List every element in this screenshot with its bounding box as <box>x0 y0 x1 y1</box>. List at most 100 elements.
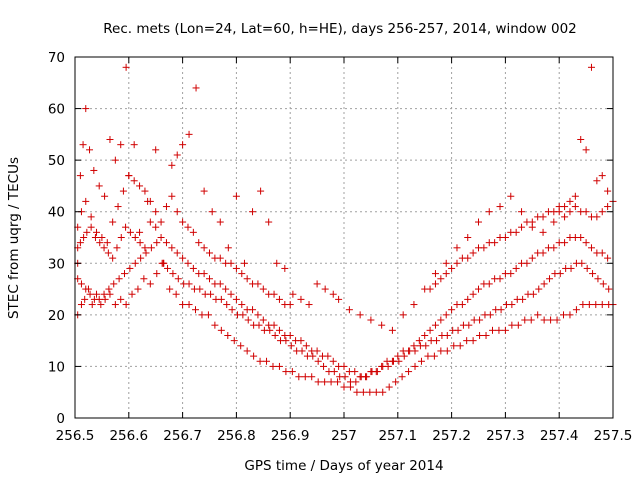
data-point <box>469 249 477 257</box>
y-tick-label: 50 <box>48 153 65 169</box>
data-point <box>206 275 213 283</box>
data-point <box>98 234 106 241</box>
data-point <box>593 177 601 185</box>
data-point <box>508 301 516 309</box>
data-point <box>546 275 554 283</box>
data-point <box>314 378 322 386</box>
data-point <box>126 228 134 236</box>
x-tick-label: 256.7 <box>163 428 202 444</box>
data-point <box>146 218 154 226</box>
data-point <box>321 378 329 386</box>
data-point <box>313 347 321 355</box>
data-point <box>508 321 516 329</box>
data-point <box>95 182 103 190</box>
data-point <box>189 264 197 272</box>
data-point <box>77 301 85 309</box>
data-point <box>185 130 193 138</box>
data-point <box>604 254 612 262</box>
data-point <box>340 362 348 370</box>
data-point <box>421 285 429 293</box>
data-point <box>486 311 494 319</box>
data-point <box>405 347 413 355</box>
data-point <box>238 301 246 309</box>
data-point <box>480 244 488 252</box>
data-point <box>152 146 160 154</box>
data-point <box>232 192 240 200</box>
data-point <box>482 331 490 339</box>
data-point <box>456 342 464 350</box>
data-point <box>216 254 224 262</box>
data-point <box>184 259 192 267</box>
data-point <box>90 166 98 174</box>
data-point <box>255 321 263 329</box>
data-points <box>74 63 617 396</box>
x-axis-label: GPS time / Days of year 2014 <box>244 458 443 474</box>
data-point <box>185 301 193 309</box>
data-point <box>281 264 289 272</box>
data-point <box>512 228 520 236</box>
data-point <box>128 290 136 298</box>
data-point <box>582 146 590 154</box>
data-point <box>488 326 496 334</box>
data-point <box>507 270 515 278</box>
data-point <box>320 362 328 370</box>
data-point <box>547 316 555 324</box>
data-point <box>137 254 145 262</box>
data-point <box>254 311 262 319</box>
data-point <box>443 347 451 355</box>
data-point <box>378 362 386 370</box>
data-point <box>378 321 386 329</box>
data-point <box>160 259 168 267</box>
data-point <box>179 141 187 149</box>
data-point <box>144 197 152 205</box>
data-point <box>566 311 574 319</box>
data-point <box>437 316 445 324</box>
data-point <box>101 295 109 303</box>
data-point <box>453 259 461 267</box>
data-point <box>334 378 342 386</box>
data-point <box>566 208 574 216</box>
data-point <box>88 301 96 309</box>
y-tick-label: 60 <box>48 102 65 118</box>
data-point <box>411 347 419 355</box>
data-point <box>475 218 482 226</box>
x-tick-label: 257.4 <box>540 428 579 444</box>
data-point <box>263 357 271 365</box>
data-point <box>265 218 273 226</box>
data-point <box>76 239 84 247</box>
data-point <box>501 326 509 334</box>
data-point <box>308 373 316 381</box>
data-point <box>550 218 558 226</box>
data-point <box>464 254 472 262</box>
data-point <box>345 306 353 314</box>
data-point <box>275 295 283 303</box>
data-point <box>204 311 212 319</box>
data-point <box>539 228 547 236</box>
data-point <box>200 244 208 252</box>
data-point <box>117 295 125 303</box>
data-point <box>469 337 477 345</box>
data-point <box>120 270 128 278</box>
data-point <box>153 239 161 247</box>
data-point <box>157 218 165 226</box>
data-point <box>152 208 160 216</box>
data-point <box>366 388 374 396</box>
data-point <box>114 203 122 211</box>
data-point <box>309 352 317 360</box>
x-tick-label: 256.5 <box>56 428 95 444</box>
data-point <box>147 244 155 252</box>
data-point <box>82 285 90 293</box>
data-point <box>582 239 590 247</box>
data-point <box>122 63 130 71</box>
data-point <box>282 368 290 376</box>
data-point <box>131 259 139 267</box>
data-point <box>392 378 400 386</box>
data-point <box>166 285 174 293</box>
data-point <box>585 301 593 309</box>
data-point <box>192 306 200 314</box>
data-point <box>117 141 125 149</box>
data-point <box>173 249 181 257</box>
data-point <box>497 306 505 314</box>
data-point <box>379 388 387 396</box>
